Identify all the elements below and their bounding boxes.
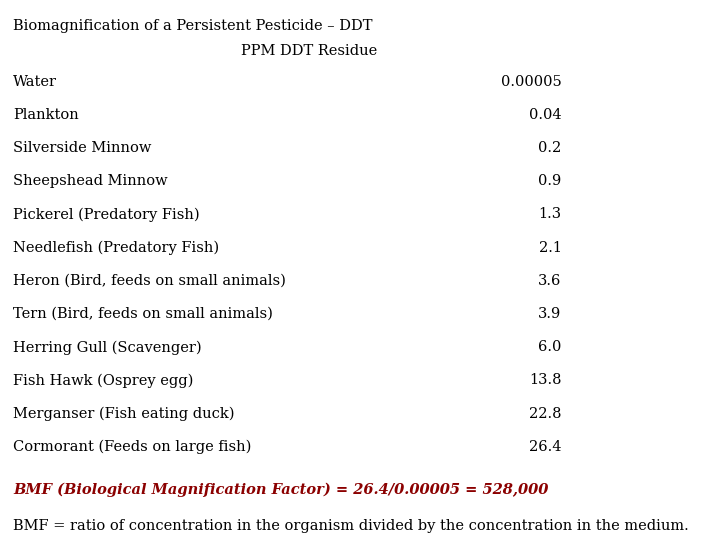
- Text: Cormorant (Feeds on large fish): Cormorant (Feeds on large fish): [13, 440, 251, 454]
- Text: Herring Gull (Scavenger): Herring Gull (Scavenger): [13, 340, 202, 355]
- Text: 0.00005: 0.00005: [501, 75, 562, 89]
- Text: Fish Hawk (Osprey egg): Fish Hawk (Osprey egg): [13, 374, 194, 388]
- Text: 22.8: 22.8: [529, 407, 562, 421]
- Text: BMF (Biological Magnification Factor) = 26.4/0.00005 = 528,000: BMF (Biological Magnification Factor) = …: [13, 483, 549, 497]
- Text: Sheepshead Minnow: Sheepshead Minnow: [13, 174, 168, 188]
- Text: 26.4: 26.4: [529, 440, 562, 454]
- Text: 3.9: 3.9: [539, 307, 562, 321]
- Text: 0.04: 0.04: [529, 108, 562, 122]
- Text: BMF = ratio of concentration in the organism divided by the concentration in the: BMF = ratio of concentration in the orga…: [13, 519, 689, 534]
- Text: 1.3: 1.3: [539, 207, 562, 221]
- Text: 6.0: 6.0: [539, 340, 562, 354]
- Text: 0.9: 0.9: [539, 174, 562, 188]
- Text: Biomagnification of a Persistent Pesticide – DDT: Biomagnification of a Persistent Pestici…: [13, 19, 372, 33]
- Text: Plankton: Plankton: [13, 108, 78, 122]
- Text: Silverside Minnow: Silverside Minnow: [13, 141, 151, 155]
- Text: Heron (Bird, feeds on small animals): Heron (Bird, feeds on small animals): [13, 274, 286, 288]
- Text: Water: Water: [13, 75, 57, 89]
- Text: 2.1: 2.1: [539, 241, 562, 254]
- Text: 13.8: 13.8: [529, 374, 562, 387]
- Text: 3.6: 3.6: [539, 274, 562, 288]
- Text: Merganser (Fish eating duck): Merganser (Fish eating duck): [13, 407, 235, 421]
- Text: Needlefish (Predatory Fish): Needlefish (Predatory Fish): [13, 241, 219, 255]
- Text: PPM DDT Residue: PPM DDT Residue: [241, 44, 378, 58]
- Text: 0.2: 0.2: [539, 141, 562, 155]
- Text: Tern (Bird, feeds on small animals): Tern (Bird, feeds on small animals): [13, 307, 273, 321]
- Text: Pickerel (Predatory Fish): Pickerel (Predatory Fish): [13, 207, 199, 222]
